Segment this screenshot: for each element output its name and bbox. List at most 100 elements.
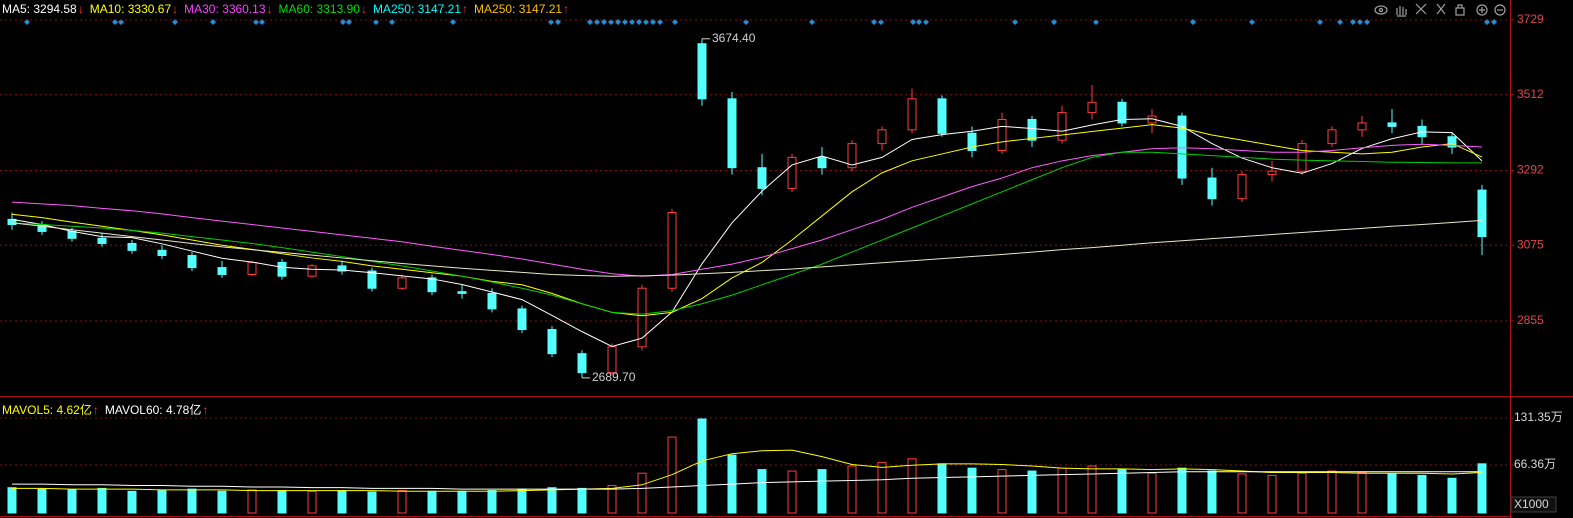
volume-bar [817,469,827,514]
candle-body [787,156,797,189]
toolbar-icons[interactable] [1374,3,1506,17]
volume-bar [97,487,107,514]
candle-body [277,261,287,277]
volume-bar [607,485,617,514]
candle-body [637,287,647,348]
candle-body [967,132,977,151]
volume-bar [877,461,887,514]
volume-bar [1327,470,1337,514]
volume-bar [127,490,137,514]
candle-body [337,265,347,272]
candle-body [1207,177,1217,200]
volume-bar [1447,477,1457,514]
volume-bar [247,489,257,514]
legend-arrow: ↑ [462,2,469,16]
legend-item: MA60: 3313.90↓ [279,2,367,16]
y-tick-label: 3729 [1517,12,1544,26]
legend-arrow: ↓ [360,2,367,16]
candle-body [1327,129,1337,145]
candle-body [367,270,377,289]
legend-item: MA10: 3330.67↓ [90,2,178,16]
candle-body [1087,101,1097,114]
max-label: 3674.40 [712,31,756,45]
legend-label: MAVOL60: 4.78亿 [104,403,202,417]
volume-bar [427,490,437,514]
volume-bar [217,490,227,514]
volume-bar [637,472,647,514]
volume-bar [1237,473,1247,514]
volume-bar [187,488,197,514]
y-tick-label: 3075 [1517,237,1544,251]
candle-body [127,242,137,251]
candle-body [217,267,227,275]
volume-bar [757,469,767,514]
candle-body [1387,122,1397,127]
candle-body [997,118,1007,151]
candle-body [667,211,677,289]
candle-body [1117,101,1127,124]
y-tick-label: 3292 [1517,163,1544,177]
y-tick-label: 3512 [1517,87,1544,101]
candle-body [817,156,827,169]
volume-bar [367,491,377,514]
candle-body [907,98,917,131]
legend-item: MA30: 3360.13↓ [184,2,272,16]
volume-bar [907,458,917,514]
volume-bar [337,490,347,514]
candle-body [727,98,737,169]
volume-bar [157,490,167,514]
volume-bar [1087,465,1097,514]
legend-item: MA5: 3294.58↓ [2,2,84,16]
volume-bar [547,487,557,514]
volume-bar [997,469,1007,514]
volume-bar [487,490,497,514]
candle-body [97,237,107,244]
candle-body [247,261,257,275]
price-legend: MA5: 3294.58↓ MA10: 3330.67↓ MA30: 3360.13… [2,2,569,16]
event-markers [24,19,1497,25]
legend-label: MAVOL5: 4.62亿 [2,403,92,417]
legend-arrow: ↑ [92,403,99,417]
volume-bar [1117,469,1127,514]
legend-label: MA250: 3147.21 [474,2,563,16]
candle-body [1267,170,1277,176]
volume-bar [1177,467,1187,514]
ma-line [11,151,1482,315]
volume-bar [7,487,17,514]
y-tick-label: 66.36万 [1514,457,1556,471]
candle-body [547,329,557,355]
y-tick-label: 131.35万 [1514,410,1563,424]
ma-line [11,118,1483,347]
legend-arrow: ↓ [266,2,273,16]
ma-line [11,143,1483,277]
volume-bar [937,463,947,514]
volume-bar [1357,471,1367,514]
volume-legend: MAVOL5: 4.62亿↑ MAVOL60: 4.78亿↑ [2,401,208,418]
candle-body [1297,143,1307,172]
legend-arrow: ↑ [563,2,570,16]
ma-line [11,219,1483,277]
candle-body [1477,189,1487,238]
volume-bar [1207,470,1217,514]
candle-body [937,98,947,134]
candle-body [697,43,707,100]
volume-bar [1027,470,1037,514]
legend-arrow: ↑ [202,403,209,417]
candle-body [1357,122,1367,131]
volume-bar [967,467,977,514]
legend-arrow: ↓ [77,2,84,16]
volume-bar [697,418,707,514]
candle-body [1177,115,1187,179]
candle-body [1027,118,1037,141]
unit-box [1510,496,1557,513]
candle-body [757,167,767,189]
candle-body [1447,136,1457,148]
legend-label: MA5: 3294.58 [2,2,77,16]
volume-bar [1417,474,1427,514]
legend-item: MAVOL60: 4.78亿↑ [105,401,209,418]
legend-label: MA250: 3147.21 [372,2,462,16]
y-tick-label: 2855 [1517,313,1544,327]
